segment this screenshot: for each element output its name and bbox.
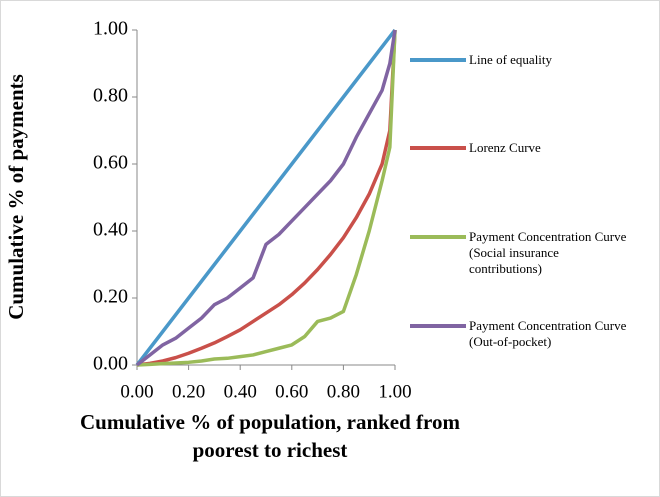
x-tick-label: 0.80 <box>327 381 360 402</box>
legend-label: Line of equality <box>469 52 553 67</box>
series-line <box>135 28 397 367</box>
legend-label: Payment Concentration Curve (Out-of-pock… <box>469 318 627 349</box>
series-line <box>136 29 397 367</box>
x-axis-title: Cumulative % of population, ranked from … <box>80 410 460 462</box>
x-tick-label: 0.00 <box>120 381 153 402</box>
x-tick-label: 0.60 <box>275 381 308 402</box>
y-tick-label: 1.00 <box>93 18 128 40</box>
legend-label: Lorenz Curve <box>469 140 541 155</box>
series-line <box>135 29 397 367</box>
x-tick-label: 0.40 <box>224 381 257 402</box>
y-tick-label: 0.40 <box>93 219 128 241</box>
y-tick-label: 0.00 <box>93 353 128 375</box>
x-tick-label: 0.20 <box>172 381 205 402</box>
y-tick-label: 0.20 <box>93 286 128 308</box>
y-axis-title: Cumulative % of payments <box>4 74 28 320</box>
series-line <box>136 29 397 367</box>
x-tick-label: 1.00 <box>378 381 411 402</box>
y-tick-label: 0.80 <box>93 85 128 107</box>
legend-label: Payment Concentration Curve (Social insu… <box>469 229 627 276</box>
y-tick-label: 0.60 <box>93 152 128 174</box>
